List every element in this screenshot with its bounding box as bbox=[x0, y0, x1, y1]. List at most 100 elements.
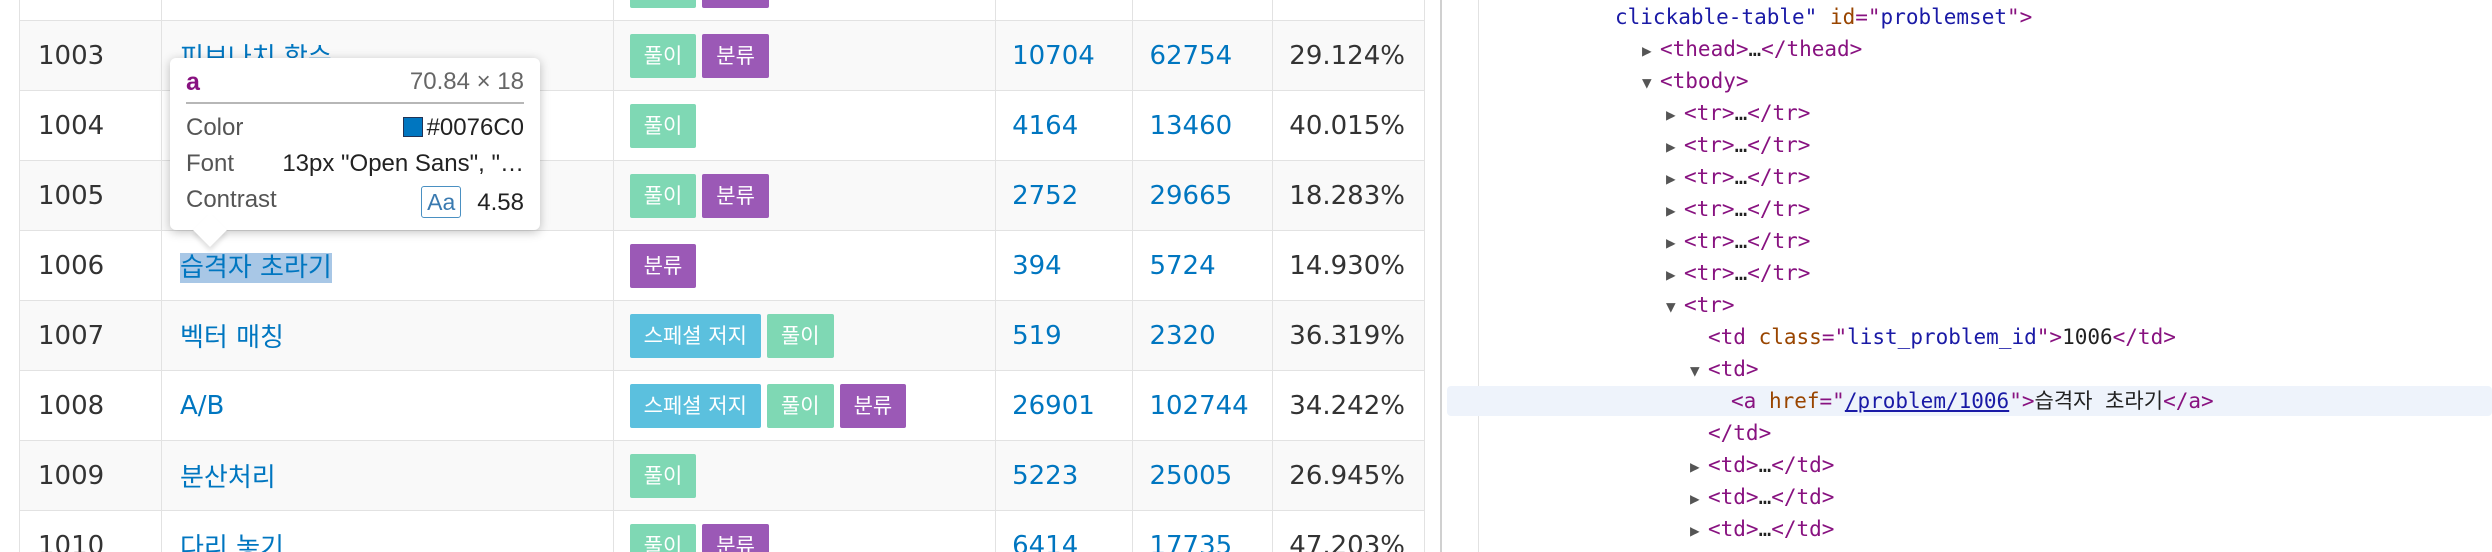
correct-ratio-cell: 29.124% bbox=[1272, 20, 1425, 91]
dom-node-thead[interactable]: ▶ <thead>…</thead> bbox=[1642, 34, 1862, 64]
problem-tag-badge[interactable]: 풀이 bbox=[766, 313, 834, 358]
submit-count-link[interactable]: 13460 bbox=[1149, 110, 1233, 141]
problem-tag-badge[interactable]: 풀이 bbox=[629, 173, 697, 218]
solved-count-cell bbox=[995, 0, 1134, 21]
problem-tag-badge[interactable]: 분류 bbox=[839, 383, 907, 428]
dom-node-tr[interactable]: ▶ <tr>…</tr> bbox=[1666, 258, 1810, 288]
dom-node-tr[interactable]: ▶ <tr>…</tr> bbox=[1666, 162, 1810, 192]
solved-count-cell: 10704 bbox=[995, 20, 1134, 91]
tooltip-contrast-row: Contrast Aa 4.58 bbox=[186, 186, 524, 220]
problem-tags-cell: 풀이 분류 bbox=[612, 0, 997, 21]
solved-count-link[interactable]: 394 bbox=[1012, 250, 1062, 281]
dom-node-td-close: </td> bbox=[1708, 421, 1772, 445]
problem-title-link[interactable]: A/B bbox=[180, 390, 225, 421]
problem-title-cell bbox=[161, 0, 614, 21]
expand-triangle-icon[interactable]: ▶ bbox=[1642, 41, 1652, 60]
tooltip-font-label: Font bbox=[186, 150, 235, 177]
submit-count-link[interactable]: 102744 bbox=[1149, 390, 1249, 421]
expand-triangle-icon[interactable]: ▶ bbox=[1690, 457, 1700, 476]
submit-count-cell: 25005 bbox=[1132, 440, 1274, 511]
correct-ratio-cell: 14.930% bbox=[1272, 230, 1425, 301]
problem-tag-badge[interactable]: 풀이 bbox=[629, 523, 697, 552]
problem-tag-badge[interactable]: 풀이 bbox=[629, 33, 697, 78]
pane-divider[interactable] bbox=[1440, 0, 1442, 552]
problem-id-cell: 1008 bbox=[19, 370, 162, 441]
correct-ratio-cell bbox=[1272, 0, 1425, 21]
correct-ratio-cell: 47.203% bbox=[1272, 510, 1425, 552]
dom-node-tr-expanded[interactable]: ▼ <tr> bbox=[1666, 290, 1735, 320]
expand-triangle-icon[interactable]: ▶ bbox=[1666, 233, 1676, 252]
submit-count-link[interactable]: 5724 bbox=[1149, 250, 1216, 281]
problem-title-link[interactable]: 습격자 초라기 bbox=[180, 253, 332, 283]
problem-tag-badge[interactable]: 풀이 bbox=[629, 453, 697, 498]
href-link[interactable]: /problem/1006 bbox=[1844, 389, 2010, 413]
expand-triangle-icon[interactable]: ▶ bbox=[1666, 201, 1676, 220]
expand-triangle-icon[interactable]: ▶ bbox=[1666, 105, 1676, 124]
problem-tag-badge[interactable]: 풀이 bbox=[766, 383, 834, 428]
table-row: 1008 A/B 스페셜 저지 풀이 분류 26901 102744 34.242% bbox=[19, 370, 1425, 441]
solved-count-link[interactable]: 5223 bbox=[1012, 460, 1079, 491]
solved-count-link[interactable]: 6414 bbox=[1012, 530, 1079, 552]
correct-ratio-cell: 34.242% bbox=[1272, 370, 1425, 441]
problem-id-cell: 1006 bbox=[19, 230, 162, 301]
solved-count-link[interactable]: 26901 bbox=[1012, 390, 1095, 421]
dom-node-tr[interactable]: ▶ <tr>…</tr> bbox=[1666, 226, 1810, 256]
dom-node-tr[interactable]: ▶ <tr>…</tr> bbox=[1666, 194, 1810, 224]
problem-id-cell: 1009 bbox=[19, 440, 162, 511]
problem-title-link[interactable]: 벡터 매칭 bbox=[180, 323, 284, 353]
problem-title-link[interactable]: 분산처리 bbox=[180, 463, 276, 493]
solved-count-cell: 394 bbox=[995, 230, 1134, 301]
problem-tag-badge[interactable]: 분류 bbox=[702, 523, 769, 552]
table-row: 1009 분산처리 풀이 5223 25005 26.945% bbox=[19, 440, 1425, 511]
expand-triangle-icon[interactable]: ▶ bbox=[1666, 137, 1676, 156]
expand-triangle-icon[interactable]: ▶ bbox=[1666, 265, 1676, 284]
problem-tag-badge[interactable]: 분류 bbox=[629, 243, 697, 288]
problem-id-cell: 1010 bbox=[19, 510, 162, 552]
submit-count-link[interactable]: 62754 bbox=[1149, 40, 1233, 71]
problem-title-link[interactable]: 다리 놓기 bbox=[180, 533, 284, 552]
tooltip-size: 70.84 × 18 bbox=[409, 68, 524, 95]
expand-triangle-icon[interactable]: ▶ bbox=[1690, 489, 1700, 508]
collapse-triangle-icon[interactable]: ▼ bbox=[1642, 73, 1652, 92]
solved-count-link[interactable]: 519 bbox=[1012, 320, 1062, 351]
solved-count-cell: 6414 bbox=[995, 510, 1134, 552]
problem-tag-badge[interactable]: 스페셜 저지 bbox=[629, 313, 761, 358]
problem-id-cell: 1007 bbox=[19, 300, 162, 371]
dom-node-td-title[interactable]: ▼ <td> bbox=[1690, 354, 1759, 384]
problem-id-cell: 1002 bbox=[19, 0, 162, 21]
expand-triangle-icon[interactable]: ▶ bbox=[1666, 169, 1676, 188]
submit-count-link[interactable]: 2320 bbox=[1149, 320, 1216, 351]
solved-count-link[interactable]: 2752 bbox=[1012, 180, 1079, 211]
problem-tag-badge[interactable]: 분류 bbox=[702, 173, 769, 218]
dom-node-td-id[interactable]: <td class="list_problem_id">1006</td> bbox=[1708, 325, 2176, 349]
dom-node-tr[interactable]: ▶ <tr>…</tr> bbox=[1666, 130, 1810, 160]
dom-node-td[interactable]: ▶ <td>…</td> bbox=[1690, 482, 1834, 512]
submit-count-link[interactable]: 29665 bbox=[1149, 180, 1233, 211]
collapse-triangle-icon[interactable]: ▼ bbox=[1666, 297, 1676, 316]
problem-tag-badge[interactable]: 분류 bbox=[702, 0, 769, 8]
dom-node-tbody[interactable]: ▼ <tbody> bbox=[1642, 66, 1749, 96]
dom-node-anchor-selected[interactable]: <a href="/problem/1006">습격자 초라기</a> bbox=[1447, 386, 2492, 416]
submit-count-link[interactable]: 25005 bbox=[1149, 460, 1233, 491]
dom-node-td[interactable]: ▶ <td>…</td> bbox=[1690, 450, 1834, 480]
dom-node-td[interactable]: ▶ <td>…</td> bbox=[1690, 514, 1834, 544]
collapse-triangle-icon[interactable]: ▼ bbox=[1690, 361, 1700, 380]
color-swatch-icon bbox=[402, 117, 423, 137]
submit-count-cell: 13460 bbox=[1132, 90, 1274, 161]
expand-triangle-icon[interactable]: ▶ bbox=[1690, 521, 1700, 540]
problem-tag-badge[interactable]: 풀이 bbox=[629, 103, 697, 148]
tooltip-contrast-label: Contrast bbox=[186, 186, 277, 213]
tooltip-font-row: Font 13px "Open Sans", "… bbox=[186, 150, 524, 184]
submit-count-link[interactable]: 17735 bbox=[1149, 530, 1233, 552]
tooltip-font-value: 13px "Open Sans", "… bbox=[282, 150, 524, 177]
solved-count-link[interactable]: 4164 bbox=[1012, 110, 1079, 141]
problem-tag-badge[interactable]: 분류 bbox=[702, 33, 769, 78]
dom-node-tr[interactable]: ▶ <tr>…</tr> bbox=[1666, 98, 1810, 128]
tooltip-color-row: Color #0076C0 bbox=[186, 114, 524, 148]
problem-title-cell: A/B bbox=[161, 370, 614, 441]
indent-guide bbox=[1478, 0, 1479, 552]
problem-tag-badge[interactable]: 풀이 bbox=[629, 0, 697, 8]
dom-node-table[interactable]: clickable-table" id="problemset"> bbox=[1615, 5, 2033, 29]
solved-count-link[interactable]: 10704 bbox=[1012, 40, 1095, 71]
problem-tag-badge[interactable]: 스페셜 저지 bbox=[629, 383, 761, 428]
